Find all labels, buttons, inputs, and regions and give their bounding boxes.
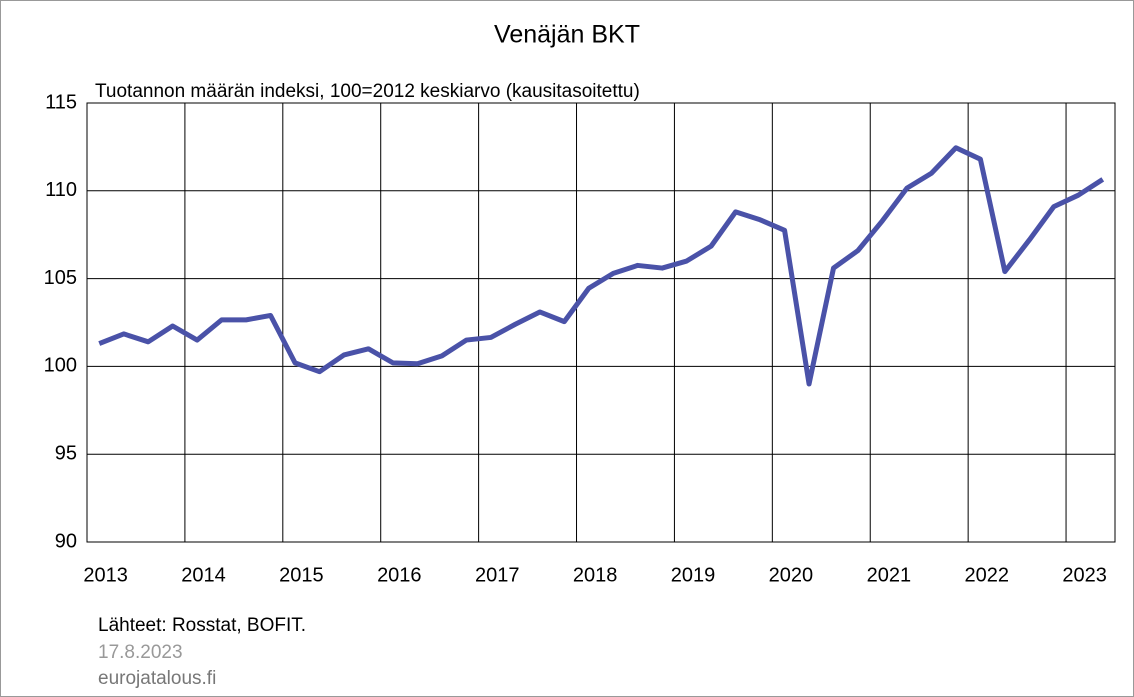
plot-area	[86, 102, 1116, 543]
x-tick-label: 2019	[671, 564, 716, 586]
y-tick-label: 90	[55, 530, 77, 552]
x-tick-label: 2022	[964, 564, 1009, 586]
y-tick-label: 105	[44, 267, 77, 289]
chart-subtitle: Tuotannon määrän indeksi, 100=2012 keski…	[95, 81, 640, 102]
y-tick-label: 115	[45, 91, 77, 113]
chart-title: Venäjän BKT	[494, 21, 640, 49]
x-tick-label: 2017	[475, 564, 520, 586]
x-tick-label: 2018	[573, 564, 618, 586]
y-tick-label: 100	[44, 355, 77, 377]
data-line	[98, 145, 1105, 387]
x-tick-label: 2013	[83, 564, 128, 586]
x-tick-label: 2020	[769, 564, 814, 586]
y-tick-label: 110	[45, 179, 77, 201]
x-tick-label: 2023	[1062, 564, 1107, 586]
x-tick-label: 2021	[867, 564, 912, 586]
y-tick-label: 95	[55, 442, 77, 464]
site: eurojatalous.fi	[98, 668, 216, 689]
x-tick-label: 2014	[181, 564, 226, 586]
source: Lähteet: Rosstat, BOFIT.	[98, 615, 306, 636]
x-tick-label: 2015	[279, 564, 324, 586]
x-tick-label: 2016	[377, 564, 422, 586]
date: 17.8.2023	[98, 642, 183, 663]
